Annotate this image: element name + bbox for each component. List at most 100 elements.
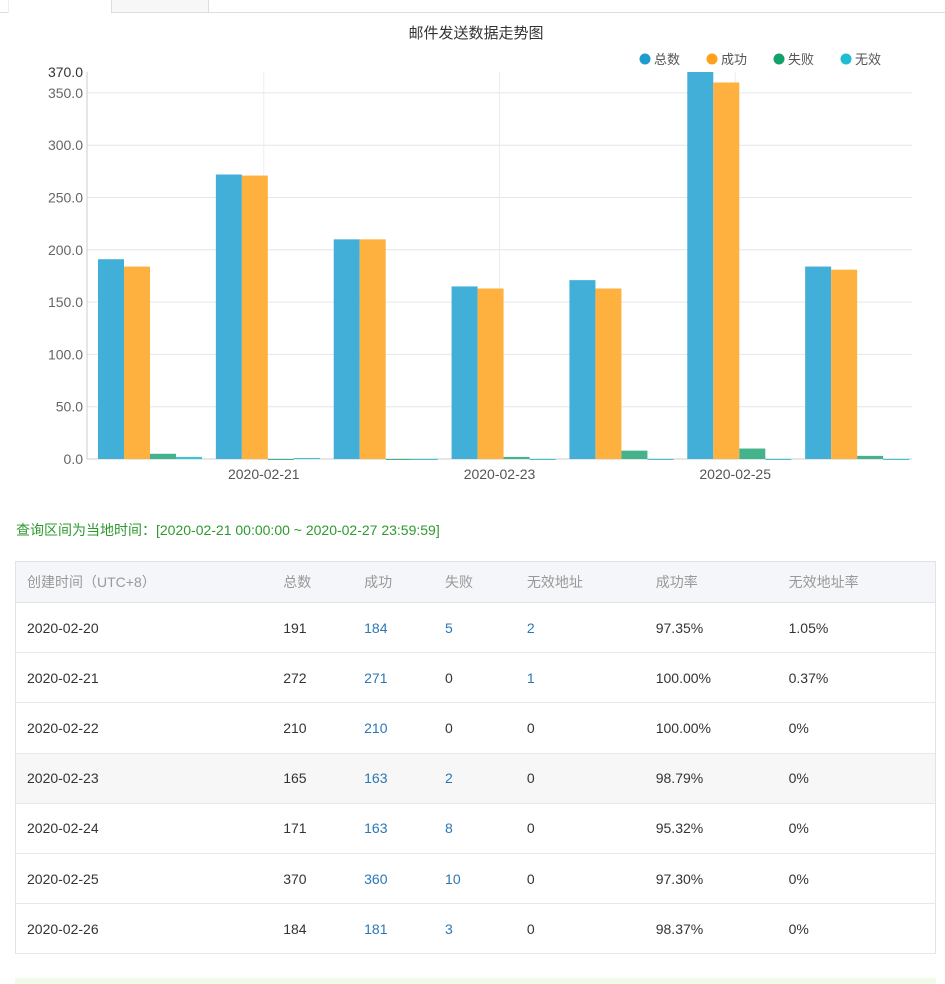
table-cell: 0 bbox=[526, 803, 656, 854]
y-tick-label: 0.0 bbox=[64, 451, 84, 467]
table-header-row: 创建时间（UTC+8） 总数 成功 失败 无效地址 成功率 无效地址率 bbox=[15, 561, 936, 603]
y-tick-label: 150.0 bbox=[48, 294, 83, 310]
table-cell: 100.00% bbox=[655, 702, 789, 754]
table-cell: 98.79% bbox=[655, 753, 789, 804]
table-cell: 0.37% bbox=[788, 652, 936, 704]
bar-0-2 bbox=[150, 453, 176, 459]
table-cell: 0 bbox=[526, 903, 656, 955]
table-row: 2020-02-23 165 163 2 0 98.79% 0% bbox=[15, 753, 936, 804]
count-link[interactable]: 2 bbox=[526, 602, 656, 654]
bar-2-2 bbox=[385, 459, 412, 460]
bar-4-2 bbox=[621, 450, 648, 459]
column-header: 创建时间（UTC+8） bbox=[15, 561, 284, 603]
bar-3-3 bbox=[529, 459, 556, 460]
count-link[interactable]: 163 bbox=[364, 803, 446, 854]
bar-0-1 bbox=[124, 266, 150, 459]
table-cell: 97.30% bbox=[655, 853, 789, 905]
table-cell: 98.37% bbox=[655, 903, 789, 955]
table-row: 2020-02-25 370 360 10 0 97.30% 0% bbox=[15, 853, 936, 905]
legend-marker bbox=[840, 53, 852, 65]
y-tick-label: 200.0 bbox=[48, 242, 83, 258]
x-tick-label: 2020-02-25 bbox=[699, 466, 771, 482]
legend-marker bbox=[706, 53, 718, 65]
count-link[interactable]: 210 bbox=[364, 702, 446, 754]
table-cell: 2020-02-24 bbox=[15, 803, 284, 854]
column-header: 无效地址 bbox=[526, 561, 656, 603]
bar-5-2 bbox=[739, 448, 766, 459]
table-cell: 0% bbox=[788, 853, 936, 905]
table-cell: 171 bbox=[283, 803, 365, 854]
table-cell: 184 bbox=[283, 903, 365, 955]
table-cell: 0% bbox=[788, 803, 936, 854]
bar-3-0 bbox=[451, 286, 478, 459]
count-link[interactable]: 8 bbox=[445, 803, 527, 854]
x-tick-label: 2020-02-21 bbox=[228, 466, 300, 482]
table-cell: 0 bbox=[445, 702, 527, 754]
table-cell: 95.32% bbox=[655, 803, 789, 854]
legend-label: 总数 bbox=[654, 52, 680, 67]
query-range-note: 查询区间为当地时间：[2020-02-21 00:00:00 ~ 2020-02… bbox=[16, 522, 440, 538]
bar-5-1 bbox=[713, 82, 740, 459]
bottom-banner bbox=[15, 978, 936, 984]
bar-2-3 bbox=[411, 459, 438, 460]
bar-6-2 bbox=[857, 455, 884, 459]
chart-title: 邮件发送数据走势图 bbox=[408, 25, 543, 42]
count-link[interactable]: 2 bbox=[445, 753, 527, 804]
bar-3-2 bbox=[503, 456, 530, 459]
legend-label: 成功 bbox=[721, 52, 747, 67]
bar-0-0 bbox=[98, 259, 124, 459]
legend-marker bbox=[773, 53, 785, 65]
column-header: 总数 bbox=[283, 561, 365, 603]
stats-table: 创建时间（UTC+8） 总数 成功 失败 无效地址 成功率 无效地址率 2020-02-20… bbox=[15, 561, 936, 955]
count-link[interactable]: 163 bbox=[364, 753, 446, 804]
y-tick-label: 300.0 bbox=[48, 137, 83, 153]
bar-0-3 bbox=[176, 456, 202, 459]
count-link[interactable]: 271 bbox=[364, 652, 446, 704]
table-cell: 165 bbox=[283, 753, 365, 804]
bar-4-3 bbox=[647, 459, 674, 460]
table-cell: 0 bbox=[526, 853, 656, 905]
table-row: 2020-02-21 272 271 0 1 100.00% 0.37% bbox=[15, 652, 936, 704]
y-tick-label: 350.0 bbox=[48, 85, 83, 101]
column-header: 成功率 bbox=[655, 561, 789, 603]
bar-1-2 bbox=[267, 459, 294, 460]
bar-1-1 bbox=[241, 175, 268, 459]
table-cell: 0% bbox=[788, 903, 936, 955]
bar-6-1 bbox=[831, 269, 858, 459]
tab-active[interactable] bbox=[8, 0, 112, 13]
bar-4-1 bbox=[595, 288, 622, 459]
count-link[interactable]: 3 bbox=[445, 903, 527, 955]
legend-label: 无效 bbox=[855, 52, 881, 67]
count-link[interactable]: 181 bbox=[364, 903, 446, 955]
count-link[interactable]: 184 bbox=[364, 602, 446, 654]
bar-6-0 bbox=[805, 266, 832, 459]
table-cell: 100.00% bbox=[655, 652, 789, 704]
count-link[interactable]: 10 bbox=[445, 853, 527, 905]
bar-4-0 bbox=[569, 280, 596, 459]
bar-5-3 bbox=[765, 459, 792, 460]
column-header: 失败 bbox=[445, 561, 527, 603]
table-cell: 2020-02-26 bbox=[15, 903, 284, 955]
legend-marker bbox=[639, 53, 651, 65]
table-cell: 2020-02-23 bbox=[15, 753, 284, 804]
table-cell: 1.05% bbox=[788, 602, 936, 654]
table-cell: 272 bbox=[283, 652, 365, 704]
bar-2-0 bbox=[333, 239, 360, 459]
x-tick-label: 2020-02-23 bbox=[464, 466, 536, 482]
bar-3-1 bbox=[477, 288, 504, 459]
table-cell: 2020-02-21 bbox=[15, 652, 284, 704]
count-link[interactable]: 1 bbox=[526, 652, 656, 704]
y-tick-label: 50.0 bbox=[56, 399, 83, 415]
table-cell: 0% bbox=[788, 753, 936, 804]
table-cell: 370 bbox=[283, 853, 365, 905]
count-link[interactable]: 5 bbox=[445, 602, 527, 654]
table-cell: 2020-02-22 bbox=[15, 702, 284, 754]
table-cell: 210 bbox=[283, 702, 365, 754]
table-cell: 2020-02-20 bbox=[15, 602, 284, 654]
table-cell: 97.35% bbox=[655, 602, 789, 654]
bar-5-0 bbox=[687, 72, 714, 459]
tab-inactive[interactable] bbox=[112, 0, 209, 12]
table-cell: 0 bbox=[526, 702, 656, 754]
count-link[interactable]: 360 bbox=[364, 853, 446, 905]
